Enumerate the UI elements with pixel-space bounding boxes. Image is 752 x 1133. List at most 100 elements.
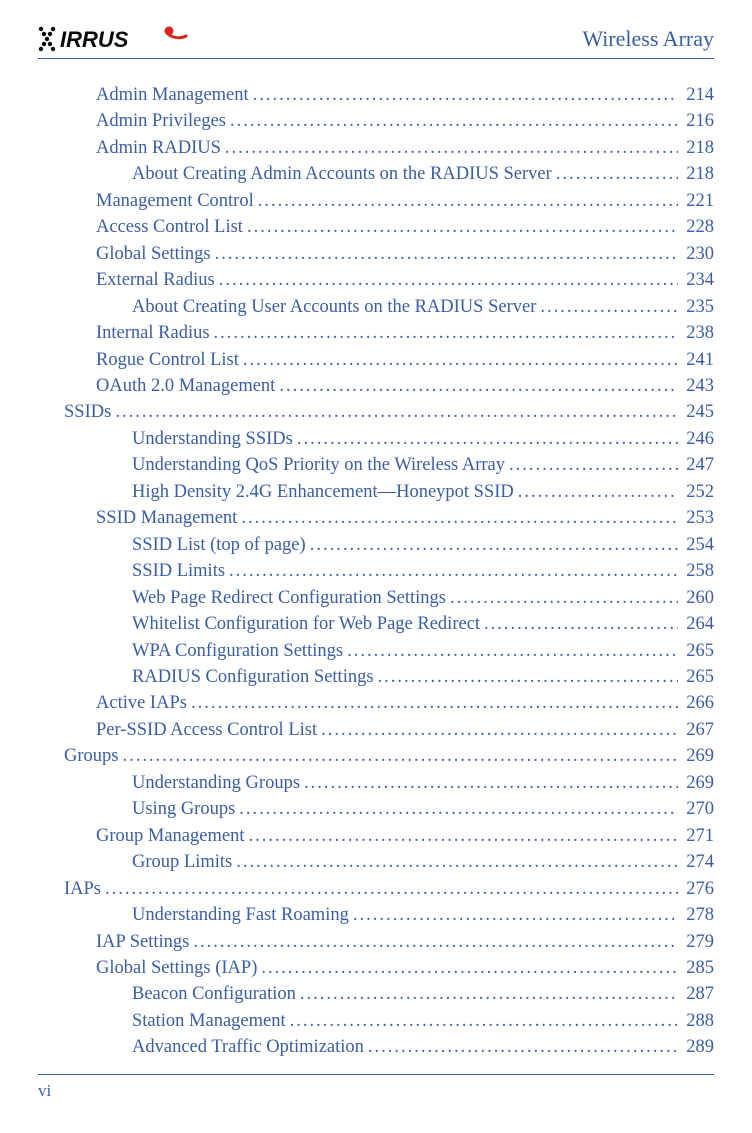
- toc-leader-dots: [115, 399, 678, 425]
- page: IRRUS Wireless Array Admin Management214…: [0, 0, 752, 1133]
- toc-page-number: 267: [682, 717, 714, 743]
- toc-entry[interactable]: Rogue Control List241: [64, 347, 714, 373]
- toc-page-number: 241: [682, 347, 714, 373]
- toc-page-number: 278: [682, 902, 714, 928]
- toc-entry[interactable]: Admin Management214: [64, 82, 714, 108]
- toc-leader-dots: [290, 1008, 679, 1034]
- toc-entry[interactable]: IAP Settings279: [64, 929, 714, 955]
- toc-leader-dots: [540, 294, 678, 320]
- toc-entry[interactable]: SSID List (top of page) 254: [64, 532, 714, 558]
- toc-page-number: 271: [682, 823, 714, 849]
- toc-page-number: 228: [682, 214, 714, 240]
- toc-page-number: 285: [682, 955, 714, 981]
- toc-entry[interactable]: SSIDs245: [64, 399, 714, 425]
- toc-label: Global Settings (IAP): [96, 955, 257, 981]
- toc-label: SSID List (top of page): [132, 532, 306, 558]
- toc-label: RADIUS Configuration Settings: [132, 664, 374, 690]
- toc-label: Group Management: [96, 823, 244, 849]
- toc-label: High Density 2.4G Enhancement—Honeypot S…: [132, 479, 514, 505]
- toc-entry[interactable]: SSID Management253: [64, 505, 714, 531]
- toc-label: Admin Privileges: [96, 108, 226, 134]
- toc-entry[interactable]: WPA Configuration Settings 265: [64, 638, 714, 664]
- toc-page-number: 287: [682, 981, 714, 1007]
- toc-page-number: 246: [682, 426, 714, 452]
- toc-entry[interactable]: Web Page Redirect Configuration Settings…: [64, 585, 714, 611]
- toc-leader-dots: [556, 161, 678, 187]
- toc-entry[interactable]: Understanding Fast Roaming 278: [64, 902, 714, 928]
- toc-entry[interactable]: Active IAPs266: [64, 690, 714, 716]
- toc-entry[interactable]: External Radius234: [64, 267, 714, 293]
- toc-label: WPA Configuration Settings: [132, 638, 343, 664]
- toc-entry[interactable]: Access Control List 228: [64, 214, 714, 240]
- toc-label: Admin Management: [96, 82, 249, 108]
- toc-leader-dots: [193, 929, 678, 955]
- toc-label: Web Page Redirect Configuration Settings: [132, 585, 446, 611]
- toc-label: Understanding Fast Roaming: [132, 902, 349, 928]
- toc-label: Management Control: [96, 188, 254, 214]
- toc-page-number: 238: [682, 320, 714, 346]
- toc-leader-dots: [261, 955, 678, 981]
- toc-entry[interactable]: Admin Privileges216: [64, 108, 714, 134]
- toc-page-number: 235: [682, 294, 714, 320]
- toc-leader-dots: [241, 505, 678, 531]
- toc-page-number: 265: [682, 664, 714, 690]
- toc-page-number: 254: [682, 532, 714, 558]
- toc-leader-dots: [248, 823, 678, 849]
- xirrus-logo-icon: IRRUS: [38, 26, 188, 52]
- toc-label: Beacon Configuration: [132, 981, 296, 1007]
- toc-entry[interactable]: Understanding QoS Priority on the Wirele…: [64, 452, 714, 478]
- toc-label: IAPs: [64, 876, 101, 902]
- toc-label: SSIDs: [64, 399, 111, 425]
- toc-label: Advanced Traffic Optimization: [132, 1034, 364, 1060]
- toc-leader-dots: [378, 664, 679, 690]
- toc-page-number: 265: [682, 638, 714, 664]
- toc-leader-dots: [450, 585, 678, 611]
- toc-page-number: 276: [682, 876, 714, 902]
- toc-entry[interactable]: Group Limits274: [64, 849, 714, 875]
- toc-entry[interactable]: Management Control221: [64, 188, 714, 214]
- toc-leader-dots: [304, 770, 678, 796]
- toc-entry[interactable]: Global Settings 230: [64, 241, 714, 267]
- toc-page-number: 269: [682, 770, 714, 796]
- toc-entry[interactable]: Understanding Groups269: [64, 770, 714, 796]
- toc-entry[interactable]: Whitelist Configuration for Web Page Red…: [64, 611, 714, 637]
- toc-label: Access Control List: [96, 214, 243, 240]
- toc-entry[interactable]: RADIUS Configuration Settings 265: [64, 664, 714, 690]
- toc-label: Station Management: [132, 1008, 286, 1034]
- toc-entry[interactable]: IAPs 276: [64, 876, 714, 902]
- toc-leader-dots: [310, 532, 679, 558]
- toc-page-number: 230: [682, 241, 714, 267]
- toc-leader-dots: [518, 479, 678, 505]
- toc-page-number: 253: [682, 505, 714, 531]
- toc-entry[interactable]: Per-SSID Access Control List267: [64, 717, 714, 743]
- toc-entry[interactable]: Global Settings (IAP) 285: [64, 955, 714, 981]
- toc-leader-dots: [219, 267, 679, 293]
- toc-entry[interactable]: Group Management 271: [64, 823, 714, 849]
- toc-entry[interactable]: Advanced Traffic Optimization289: [64, 1034, 714, 1060]
- toc-entry[interactable]: Beacon Configuration 287: [64, 981, 714, 1007]
- toc-entry[interactable]: High Density 2.4G Enhancement—Honeypot S…: [64, 479, 714, 505]
- toc-leader-dots: [321, 717, 678, 743]
- toc-label: Global Settings: [96, 241, 211, 267]
- toc-leader-dots: [509, 452, 678, 478]
- toc-page-number: 218: [682, 135, 714, 161]
- toc-leader-dots: [279, 373, 678, 399]
- toc-leader-dots: [253, 82, 679, 108]
- toc-leader-dots: [105, 876, 678, 902]
- toc-entry[interactable]: OAuth 2.0 Management243: [64, 373, 714, 399]
- toc-leader-dots: [230, 108, 678, 134]
- toc-entry[interactable]: Admin RADIUS218: [64, 135, 714, 161]
- toc-page-number: 269: [682, 743, 714, 769]
- toc-entry[interactable]: Groups269: [64, 743, 714, 769]
- toc-page-number: 264: [682, 611, 714, 637]
- toc-entry[interactable]: Internal Radius238: [64, 320, 714, 346]
- toc-entry[interactable]: About Creating Admin Accounts on the RAD…: [64, 161, 714, 187]
- toc-entry[interactable]: Station Management288: [64, 1008, 714, 1034]
- svg-text:IRRUS: IRRUS: [60, 27, 129, 52]
- toc-entry[interactable]: Using Groups270: [64, 796, 714, 822]
- toc-entry[interactable]: About Creating User Accounts on the RADI…: [64, 294, 714, 320]
- toc-entry[interactable]: Understanding SSIDs246: [64, 426, 714, 452]
- toc-entry[interactable]: SSID Limits258: [64, 558, 714, 584]
- toc-page-number: 266: [682, 690, 714, 716]
- toc-page-number: 252: [682, 479, 714, 505]
